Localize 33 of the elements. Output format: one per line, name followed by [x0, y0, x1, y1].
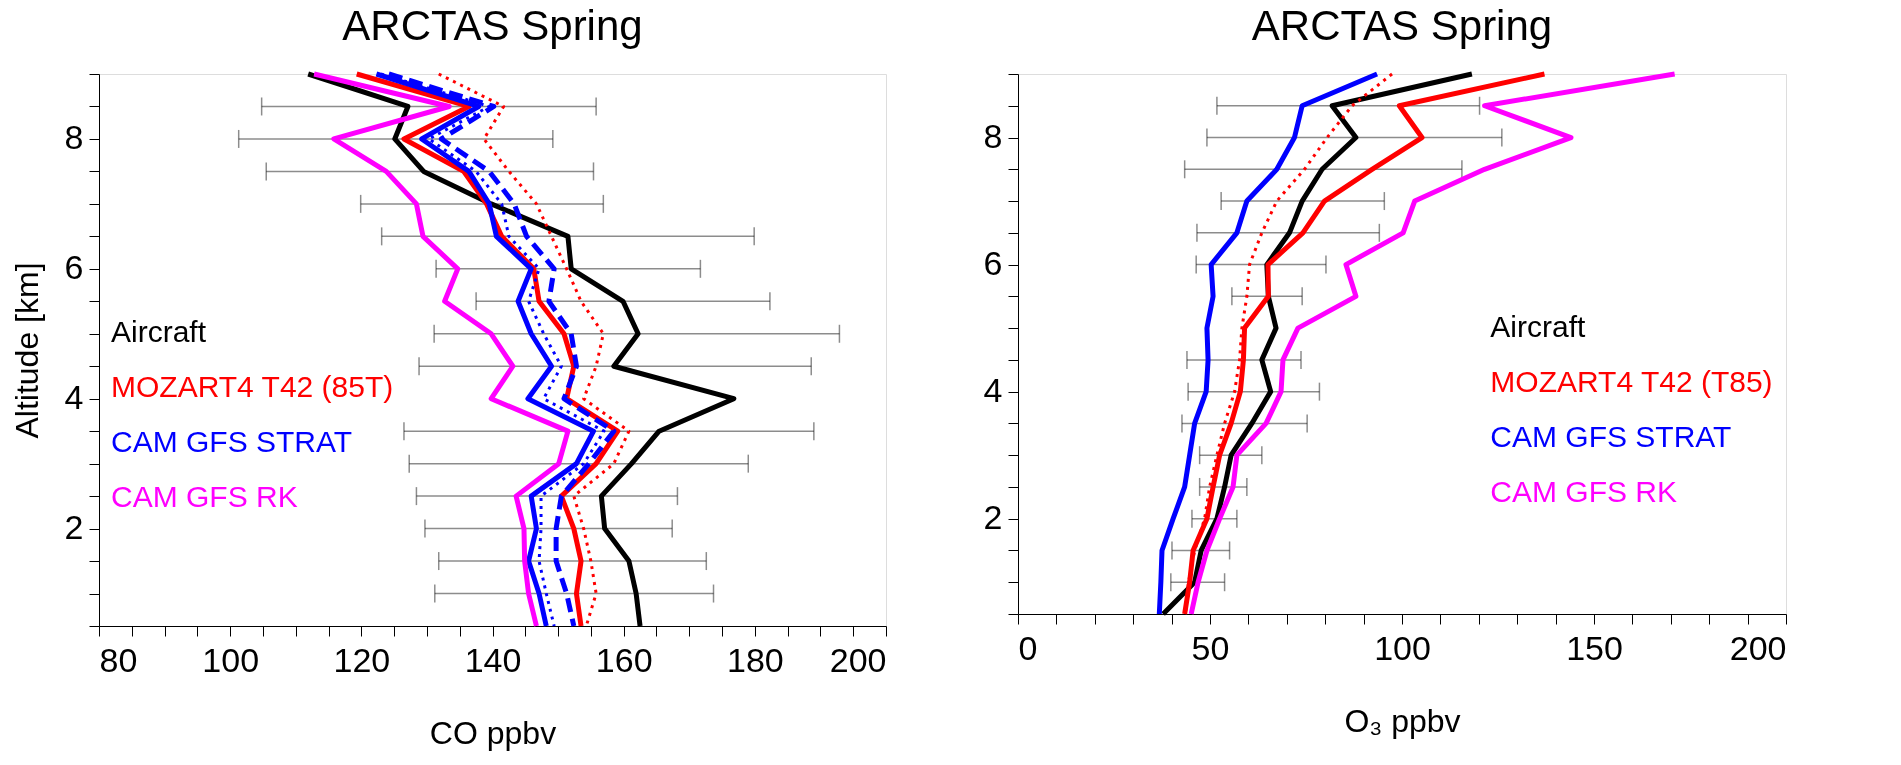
x-tick-label: 80	[99, 640, 138, 679]
x-tick-label: 200	[1729, 628, 1787, 667]
x-tick-label: 150	[1566, 628, 1623, 667]
x-tick-label: 200	[829, 640, 887, 679]
text: CAM GFS STRAT	[111, 425, 353, 459]
text: CAM GFS RK	[1490, 474, 1678, 508]
x-tick-label: 180	[726, 640, 784, 679]
text: MOZART4 T42 (85T)	[111, 370, 394, 404]
y-tick-label: 4	[64, 378, 84, 417]
y-tick-label: 2	[983, 498, 1003, 537]
chart-title: ARCTAS Spring	[1251, 2, 1553, 49]
y-tick-label: 4	[983, 371, 1003, 410]
y-tick-label: 8	[64, 118, 84, 157]
text: Aircraft	[1490, 309, 1586, 343]
text: CAM GFS STRAT	[1490, 419, 1732, 453]
x-tick-label: 100	[202, 640, 260, 679]
x-tick-label: 120	[333, 640, 391, 679]
text: Aircraft	[111, 315, 207, 349]
y-axis-title: Altitude [km]	[8, 262, 45, 439]
y-tick-label: 2	[64, 508, 84, 547]
x-tick-label: 140	[464, 640, 522, 679]
text: MOZART4 T42 (T85)	[1490, 364, 1773, 398]
chart-title: ARCTAS Spring	[342, 2, 643, 49]
x-tick-label: 50	[1191, 628, 1230, 667]
y-tick-label: 6	[983, 244, 1003, 283]
text: CAM GFS RK	[111, 480, 298, 514]
x-axis-title: O₃ ppbv	[1344, 702, 1461, 739]
y-tick-label: 8	[983, 117, 1003, 156]
x-tick-label: 160	[595, 640, 653, 679]
x-tick-label: 0	[1018, 628, 1038, 667]
x-axis-title: CO ppbv	[429, 714, 557, 751]
y-tick-label: 6	[64, 248, 84, 287]
x-tick-label: 100	[1374, 628, 1431, 667]
